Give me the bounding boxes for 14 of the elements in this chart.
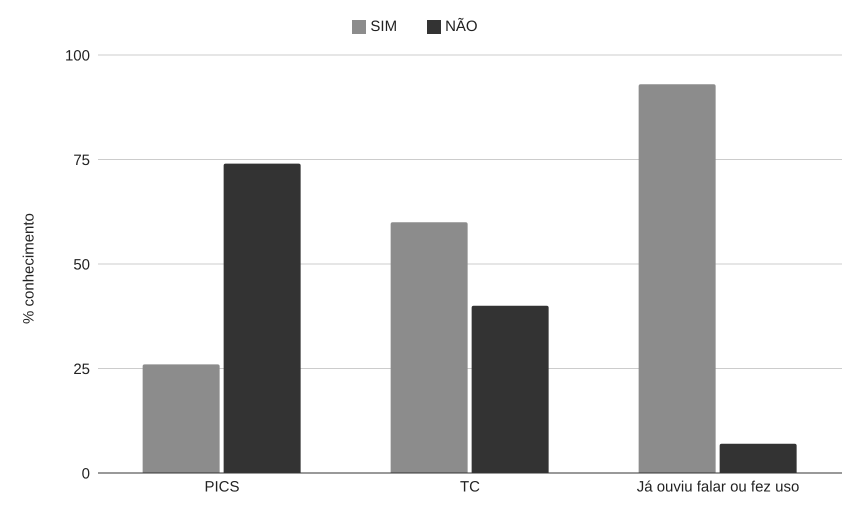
y-tick-label: 100 — [64, 47, 90, 64]
x-tick-label: TC — [460, 478, 480, 496]
legend-label: SIM — [370, 18, 398, 35]
x-tick-label: Já ouviu falar ou fez uso — [636, 478, 800, 496]
y-tick-label: 0 — [82, 465, 90, 482]
y-tick-label: 75 — [73, 152, 90, 169]
bar — [142, 364, 220, 473]
x-tick-label: PICS — [204, 478, 240, 496]
y-tick-label: 50 — [73, 256, 90, 274]
y-axis-title: % conhecimento — [20, 213, 38, 324]
y-tick-label: 25 — [73, 360, 90, 378]
legend-label: NÃO — [445, 18, 478, 35]
bar — [638, 84, 716, 473]
bar — [390, 222, 468, 473]
